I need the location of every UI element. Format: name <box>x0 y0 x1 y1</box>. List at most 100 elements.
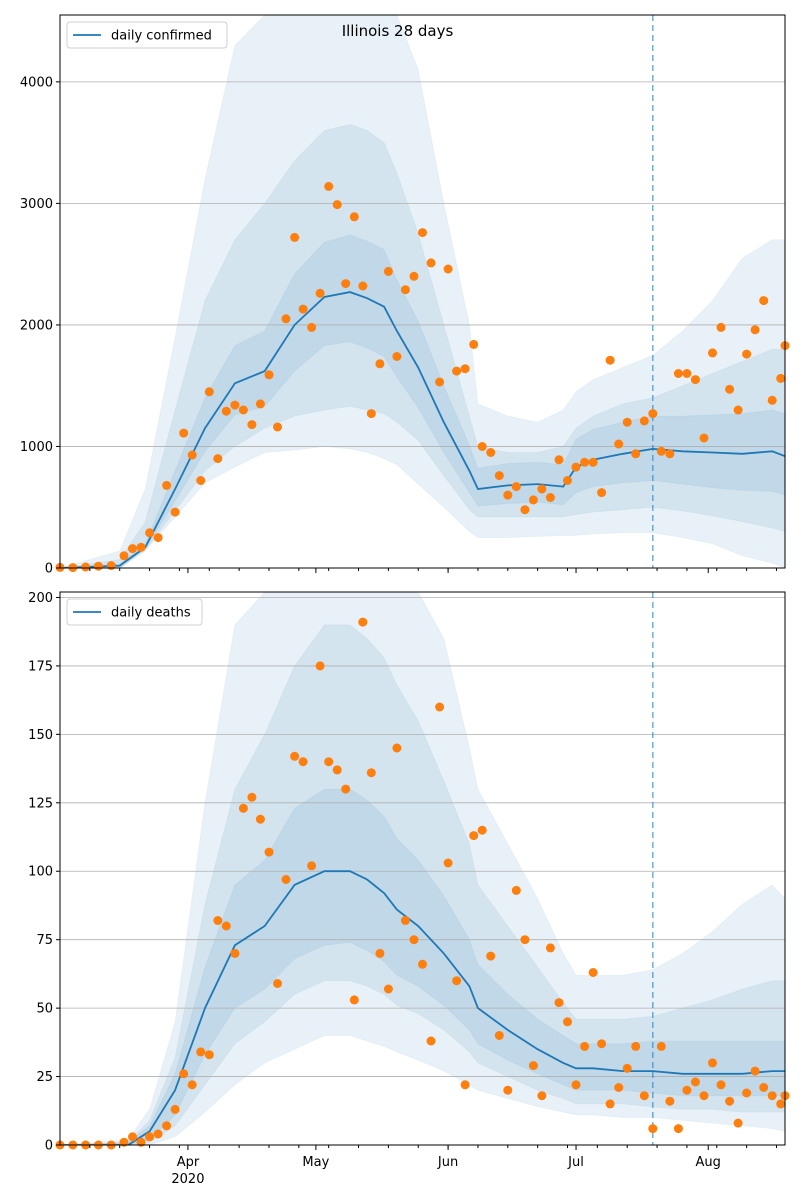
observed-point <box>690 1077 700 1087</box>
observed-point <box>264 847 274 857</box>
observed-point <box>665 449 675 459</box>
observed-point <box>622 417 632 427</box>
observed-point <box>179 1069 189 1079</box>
observed-point <box>298 304 308 314</box>
observed-point <box>119 551 129 561</box>
observed-point <box>477 825 487 835</box>
observed-point <box>699 1091 709 1101</box>
observed-point <box>170 507 180 517</box>
y-tick-label: 1000 <box>20 440 53 455</box>
observed-point <box>494 471 504 481</box>
observed-point <box>435 377 445 387</box>
observed-point <box>639 1091 649 1101</box>
observed-point <box>366 409 376 419</box>
observed-point <box>221 921 231 931</box>
x-tick-label: Apr <box>177 1155 200 1170</box>
observed-point <box>545 943 555 953</box>
observed-point <box>545 493 555 502</box>
observed-point <box>247 420 257 430</box>
observed-point <box>435 702 445 712</box>
observed-point <box>563 476 572 485</box>
observed-point <box>452 976 462 986</box>
observed-point <box>742 349 752 359</box>
observed-point <box>136 542 146 552</box>
observed-point <box>247 792 257 802</box>
observed-point <box>332 200 342 210</box>
observed-point <box>443 858 453 868</box>
observed-point <box>273 979 282 988</box>
observed-point <box>358 617 368 627</box>
observed-point <box>162 1121 172 1131</box>
observed-point <box>128 1132 137 1142</box>
observed-point <box>597 488 607 498</box>
observed-point <box>597 1039 607 1049</box>
observed-point <box>614 1083 624 1092</box>
legend-label: daily deaths <box>111 606 191 621</box>
observed-point <box>187 450 197 460</box>
observed-point <box>400 916 410 925</box>
observed-point <box>699 433 709 443</box>
observed-point <box>708 1058 717 1068</box>
observed-point <box>196 1047 206 1057</box>
observed-point <box>682 369 692 378</box>
observed-point <box>153 533 163 543</box>
y-tick-label: 2000 <box>20 318 53 333</box>
observed-point <box>588 457 598 467</box>
observed-point <box>648 409 658 419</box>
observed-point <box>511 885 521 895</box>
observed-point <box>221 406 231 416</box>
observed-point <box>614 439 624 449</box>
observed-point <box>443 264 453 274</box>
uncertainty-band-3 <box>60 234 785 568</box>
y-tick-label: 0 <box>45 1139 53 1154</box>
observed-point <box>290 232 300 242</box>
observed-point <box>349 212 359 222</box>
observed-point <box>187 1080 197 1090</box>
observed-point <box>622 1063 632 1073</box>
observed-point <box>759 296 769 306</box>
observed-point <box>281 875 291 884</box>
y-tick-label: 200 <box>28 591 53 606</box>
observed-point <box>605 1099 615 1109</box>
observed-point <box>238 803 248 813</box>
legend-deaths: daily deaths <box>66 598 203 626</box>
observed-point <box>571 462 581 472</box>
observed-point <box>673 369 683 378</box>
observed-point <box>571 1080 581 1090</box>
observed-point <box>315 661 325 671</box>
observed-point <box>238 405 248 415</box>
observed-point <box>324 757 334 767</box>
observed-point <box>656 1041 666 1051</box>
observed-point <box>469 339 479 349</box>
observed-point <box>469 831 479 841</box>
observed-point <box>255 399 265 409</box>
observed-point <box>358 281 368 291</box>
observed-point <box>725 384 735 394</box>
observed-point <box>128 544 137 554</box>
observed-point <box>580 457 590 467</box>
observed-point <box>375 948 385 958</box>
plot-frame-deaths <box>59 591 786 1146</box>
observed-point <box>324 181 334 191</box>
observed-point <box>179 428 189 438</box>
observed-point <box>477 442 487 451</box>
y-tick-label: 150 <box>28 728 53 743</box>
observed-point <box>145 1132 155 1142</box>
deaths-panel: 0 25 50 75 100 125 150 175 200 Apr 2020 May Jun Jul Au… <box>28 591 790 1187</box>
x-tick-label: Aug <box>696 1155 721 1170</box>
observed-point <box>708 348 717 358</box>
observed-point <box>767 1091 777 1101</box>
observed-point <box>605 355 615 365</box>
observed-point <box>750 1066 760 1076</box>
observed-point <box>563 1017 572 1027</box>
chart-title: Illinois 28 days <box>342 22 454 40</box>
observed-point <box>375 359 385 369</box>
legend-confirmed: daily confirmed <box>66 21 228 49</box>
observed-point <box>742 1088 752 1098</box>
observed-point <box>631 449 641 459</box>
observed-point <box>716 1080 726 1090</box>
observed-point <box>307 322 317 332</box>
y-tick-label: 0 <box>45 562 53 577</box>
observed-point <box>460 364 470 374</box>
